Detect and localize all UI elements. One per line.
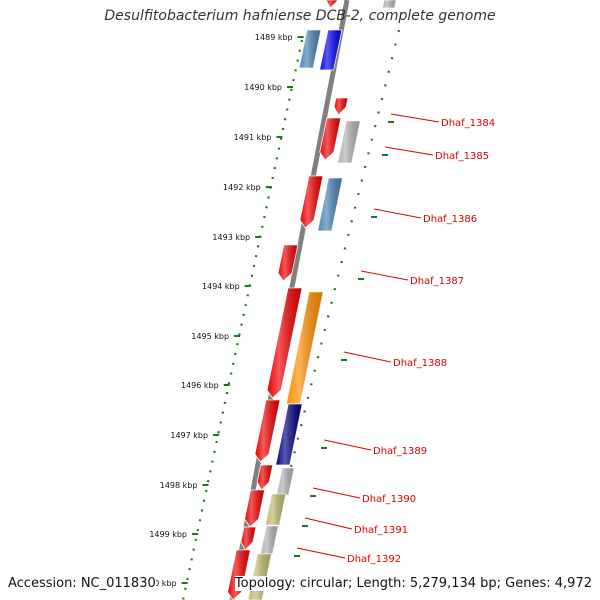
kbp-tick-label: 1495 kbp <box>191 332 229 341</box>
gene-leader-line <box>296 547 346 559</box>
gene-shading <box>240 527 256 550</box>
gene-label[interactable]: Dhaf_1392 <box>347 554 401 565</box>
gene-shading <box>299 176 323 228</box>
kbp-tick-label: 1498 kbp <box>160 481 198 490</box>
gene-shading <box>244 490 265 527</box>
kbp-tick-label: 1489 kbp <box>255 33 293 42</box>
gene-shading <box>299 30 321 68</box>
kbp-tick-label: 1493 kbp <box>212 233 250 242</box>
gene-label[interactable]: Dhaf_1389 <box>373 446 427 457</box>
gene-shading <box>254 400 280 462</box>
gene-shading <box>317 178 343 231</box>
kbp-tick-label: 1490 kbp <box>244 83 282 92</box>
gene-shading <box>275 404 303 465</box>
gene-leader-line <box>384 146 434 156</box>
accession-text: Accession: NC_011830 <box>8 576 156 591</box>
gene-shading <box>265 494 286 525</box>
gene-leader-line <box>304 517 353 530</box>
gene-shading <box>257 465 273 490</box>
gene-leader-line <box>323 439 372 451</box>
gene-shading <box>319 30 342 70</box>
genome-title: Desulfitobacterium hafniense DCB-2, comp… <box>104 8 496 24</box>
gene-shading <box>267 288 302 398</box>
kbp-tick-label: 1492 kbp <box>223 183 261 192</box>
gene-shading <box>337 121 361 163</box>
gene-shading <box>319 118 341 160</box>
gene-shading <box>227 550 251 600</box>
gene-shading <box>382 0 396 8</box>
kbp-tick-label: 1497 kbp <box>170 431 208 440</box>
gene-shading <box>286 292 324 404</box>
gene-label[interactable]: Dhaf_1391 <box>354 525 408 536</box>
gene-label[interactable]: Dhaf_1386 <box>423 214 477 225</box>
gene-leader-line <box>312 487 361 499</box>
gene-label[interactable]: Dhaf_1390 <box>362 494 416 505</box>
gene-shading <box>326 0 338 8</box>
gene-label[interactable]: Dhaf_1385 <box>435 151 489 162</box>
kbp-tick-label: 1491 kbp <box>234 133 272 142</box>
kbp-tick-label: 1494 kbp <box>202 282 240 291</box>
gene-label[interactable]: Dhaf_1387 <box>410 276 464 287</box>
gene-leader-line <box>390 113 440 123</box>
gene-shading <box>276 468 295 495</box>
kbp-tick-label: 1500 kbp <box>139 579 177 588</box>
gene-shading <box>334 98 348 115</box>
gene-labels: Dhaf_1384 Dhaf_1385 Dhaf_1386 Dhaf_1387 Dhaf… <box>294 113 495 565</box>
gene-label[interactable]: Dhaf_1384 <box>441 118 495 129</box>
gene-shading <box>260 526 279 554</box>
kbp-tick-label: 1496 kbp <box>181 381 219 390</box>
gene-leader-line <box>373 208 422 219</box>
gene-leader-line <box>343 351 392 363</box>
gene-label[interactable]: Dhaf_1388 <box>393 358 447 369</box>
gene-leader-line <box>360 270 409 281</box>
gene-shading <box>278 245 298 281</box>
kbp-tick-label: 1499 kbp <box>149 530 187 539</box>
topology-text: Topology: circular; Length: 5,279,134 bp… <box>234 576 592 591</box>
kbp-ticks: 1489 kbp 1490 kbp 1491 kbp 1492 kbp 1493 kbp… <box>139 33 304 588</box>
